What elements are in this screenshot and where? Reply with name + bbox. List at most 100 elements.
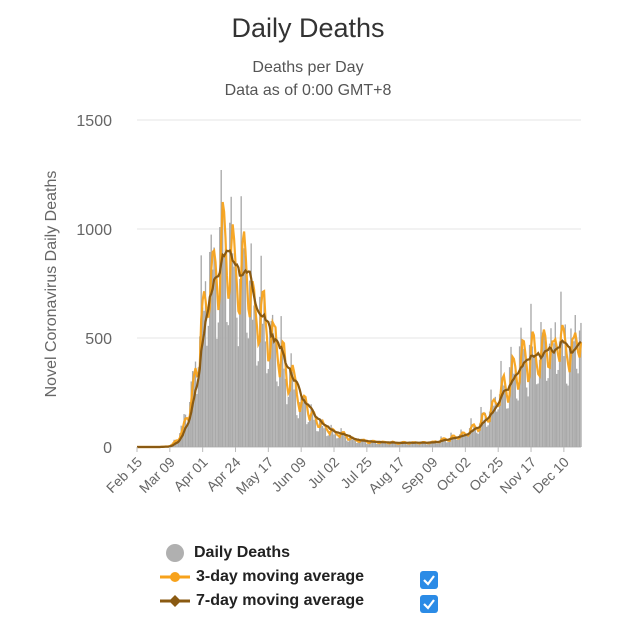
x-tick-label: Jul 02 <box>304 454 342 492</box>
daily-deaths-bar <box>474 426 476 447</box>
daily-deaths-bar <box>264 341 267 447</box>
daily-deaths-bar <box>398 442 401 447</box>
daily-deaths-bar <box>486 426 488 447</box>
daily-deaths-bar <box>290 353 292 447</box>
daily-deaths-bar <box>343 434 345 447</box>
daily-deaths-bar <box>577 373 579 447</box>
checkbox-3-day-average[interactable] <box>420 571 438 589</box>
daily-deaths-bar <box>564 324 566 447</box>
daily-deaths-bar <box>356 443 358 447</box>
daily-deaths-bar <box>317 431 319 447</box>
daily-deaths-bar <box>247 338 249 447</box>
daily-deaths-bar <box>523 348 525 447</box>
daily-deaths-bar <box>364 441 367 447</box>
daily-deaths-bar <box>303 395 305 447</box>
daily-deaths-bar <box>273 339 275 447</box>
daily-deaths-bar <box>513 373 515 447</box>
daily-deaths-bar <box>216 338 218 447</box>
daily-deaths-bar <box>514 369 516 447</box>
daily-deaths-bar <box>309 414 311 447</box>
daily-deaths-bar <box>517 400 519 447</box>
daily-deaths-bar <box>546 380 548 447</box>
daily-deaths-bar <box>401 442 404 447</box>
daily-deaths-bar <box>426 444 428 447</box>
daily-deaths-bar <box>347 441 349 447</box>
daily-deaths-bar <box>530 303 532 447</box>
daily-deaths-bar <box>441 439 444 447</box>
daily-deaths-bar <box>384 441 387 447</box>
daily-deaths-bar <box>329 431 331 447</box>
legend-item-7-day-average[interactable]: 7-day moving average <box>160 592 364 610</box>
x-tick-label: Dec 10 <box>529 454 572 497</box>
daily-deaths-bar <box>186 425 188 447</box>
daily-deaths-bar <box>390 441 392 447</box>
daily-deaths-bar <box>391 442 394 447</box>
daily-deaths-bar <box>261 323 264 447</box>
daily-deaths-bar <box>176 441 178 447</box>
daily-deaths-bar <box>219 227 221 447</box>
daily-deaths-bar <box>436 443 438 447</box>
daily-deaths-bar <box>447 441 449 447</box>
three-day-average-line <box>137 201 583 449</box>
daily-deaths-bar <box>350 436 352 447</box>
daily-deaths-bar <box>194 361 197 447</box>
daily-deaths-bar <box>377 443 379 447</box>
daily-deaths-bar <box>197 367 200 447</box>
daily-deaths-bar <box>420 441 422 447</box>
daily-deaths-bar <box>319 418 321 447</box>
daily-deaths-bar <box>340 428 342 447</box>
legend-marker-3-day-average <box>160 572 190 582</box>
daily-deaths-bar <box>337 437 339 447</box>
daily-deaths-bar <box>196 393 198 447</box>
legend-item-daily-deaths[interactable]: Daily Deaths <box>166 544 290 562</box>
daily-deaths-bar <box>551 352 554 447</box>
daily-deaths-bar <box>408 442 411 447</box>
daily-deaths-bar <box>209 251 211 447</box>
daily-deaths-bar <box>339 434 341 447</box>
daily-deaths-bar <box>189 401 191 447</box>
daily-deaths-bar <box>270 320 272 447</box>
daily-deaths-bar <box>284 378 287 447</box>
daily-deaths-bar <box>571 341 574 447</box>
daily-deaths-bar <box>316 431 318 447</box>
daily-deaths-bar <box>567 385 569 447</box>
daily-deaths-bar <box>438 440 441 447</box>
moving-average-3-day <box>137 201 583 449</box>
daily-deaths-bar <box>393 442 395 447</box>
daily-deaths-bar <box>256 365 258 447</box>
daily-deaths-bar <box>397 444 399 447</box>
legend-item-3-day-average[interactable]: 3-day moving average <box>160 568 364 586</box>
daily-deaths-bar <box>576 368 578 447</box>
daily-deaths-bar <box>361 440 364 447</box>
daily-deaths-bar <box>457 439 459 447</box>
daily-deaths-bar <box>396 443 398 447</box>
daily-deaths-bar <box>210 234 212 447</box>
daily-deaths-bar <box>568 347 571 447</box>
daily-deaths-bar <box>413 442 415 447</box>
daily-deaths-bar <box>226 322 228 447</box>
daily-deaths-bar <box>508 367 511 447</box>
daily-deaths-bar <box>223 256 225 447</box>
daily-deaths-bar <box>211 269 214 447</box>
daily-deaths-bar <box>428 441 431 447</box>
daily-deaths-bar <box>367 444 369 447</box>
x-tick-label: Mar 09 <box>136 454 178 496</box>
daily-deaths-bar <box>221 208 224 447</box>
daily-deaths-bar <box>341 433 344 447</box>
daily-deaths-bar <box>493 405 495 447</box>
daily-deaths-bar <box>548 343 551 447</box>
x-tick-label: Feb 15 <box>103 454 145 496</box>
daily-deaths-bar <box>244 255 247 447</box>
daily-deaths-bar <box>537 383 539 447</box>
daily-deaths-bar <box>543 334 545 447</box>
moving-average-7-day <box>137 248 582 449</box>
daily-deaths-bar <box>448 438 451 447</box>
daily-deaths-bar <box>467 436 469 447</box>
daily-deaths-bar <box>263 293 265 447</box>
daily-deaths-bar <box>259 296 261 447</box>
daily-deaths-bar <box>424 442 427 447</box>
daily-deaths-bar <box>550 328 552 447</box>
daily-deaths-bar <box>414 441 417 447</box>
checkbox-7-day-average[interactable] <box>420 595 438 613</box>
